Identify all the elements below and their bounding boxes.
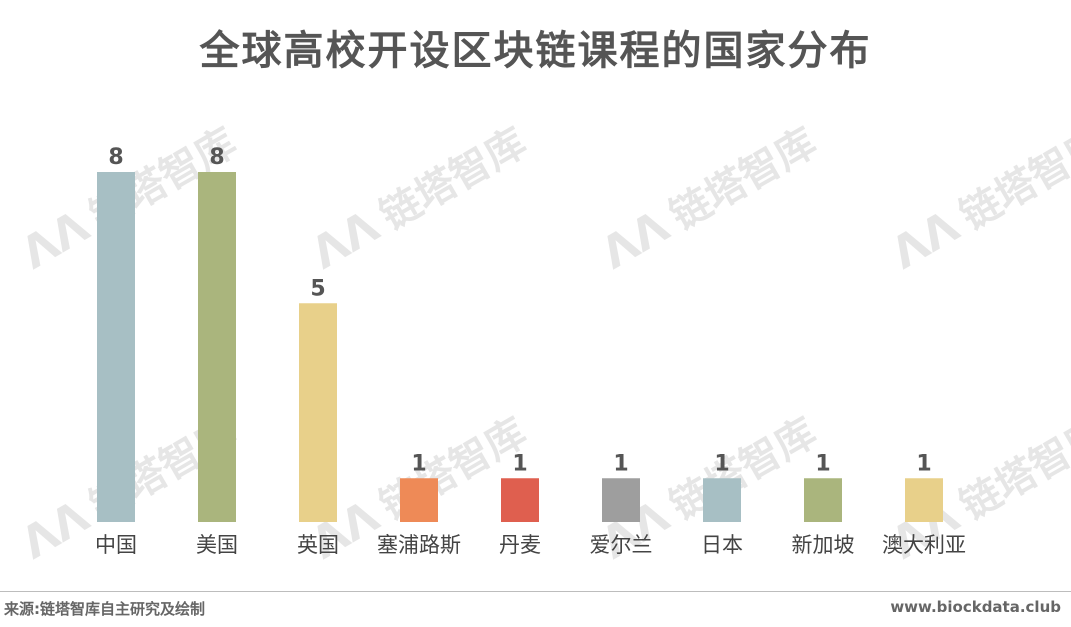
category-label: 新加坡 xyxy=(792,533,855,557)
bar xyxy=(97,172,135,522)
data-label: 8 xyxy=(108,145,123,170)
data-label: 1 xyxy=(815,451,830,476)
bar xyxy=(198,172,236,522)
bar xyxy=(299,303,337,522)
bar xyxy=(400,478,438,522)
category-label: 塞浦路斯 xyxy=(377,533,461,557)
data-label: 1 xyxy=(613,451,628,476)
website-url: www.biockdata.club xyxy=(890,598,1061,616)
data-label: 1 xyxy=(411,451,426,476)
bar xyxy=(501,478,539,522)
data-label: 1 xyxy=(916,451,931,476)
footer-divider xyxy=(0,591,1071,592)
category-label: 爱尔兰 xyxy=(590,533,653,557)
bar xyxy=(602,478,640,522)
chart-title: 全球高校开设区块链课程的国家分布 xyxy=(199,28,872,74)
bar xyxy=(905,478,943,522)
category-label: 日本 xyxy=(701,533,743,557)
data-label: 1 xyxy=(714,451,729,476)
source-note: 来源:链塔智库自主研究及绘制 xyxy=(4,600,205,618)
category-label: 美国 xyxy=(196,533,238,557)
data-label: 5 xyxy=(310,276,325,301)
bar xyxy=(703,478,741,522)
data-label: 1 xyxy=(512,451,527,476)
bar xyxy=(804,478,842,522)
data-label: 8 xyxy=(209,145,224,170)
category-label: 中国 xyxy=(95,533,137,557)
category-label: 英国 xyxy=(297,533,339,557)
category-label: 澳大利亚 xyxy=(882,533,966,557)
category-label: 丹麦 xyxy=(499,533,541,557)
